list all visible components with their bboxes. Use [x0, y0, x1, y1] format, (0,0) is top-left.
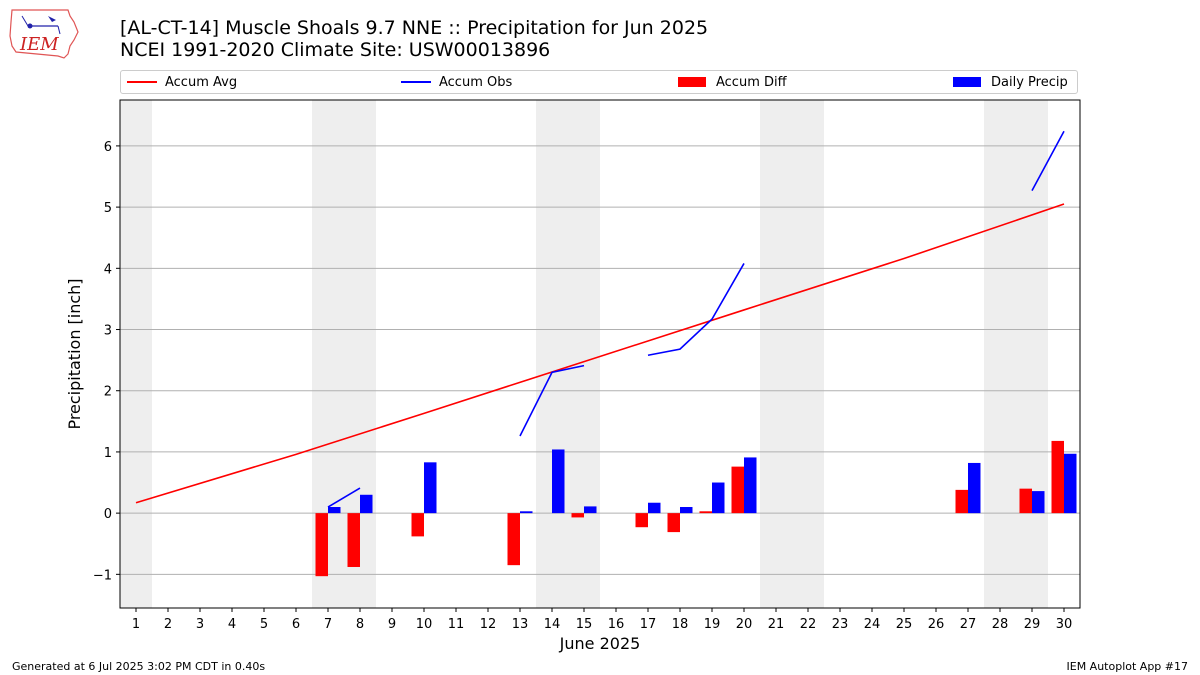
- x-tick-label-10: 10: [416, 617, 433, 632]
- daily-precip-bar-day-17: [648, 502, 661, 514]
- x-tick-label-24: 24: [864, 617, 881, 632]
- x-tick-label-6: 6: [292, 617, 300, 632]
- x-tick-label-26: 26: [928, 617, 945, 632]
- legend-swatch-accum-diff: [678, 77, 706, 87]
- legend-item-daily-precip: Daily Precip: [953, 71, 1068, 93]
- chart-title-block: [AL-CT-14] Muscle Shoals 9.7 NNE :: Prec…: [120, 17, 708, 61]
- y-tick-label-6: 6: [104, 140, 112, 155]
- accum-obs-line-1: [327, 487, 361, 508]
- x-tick-label-2: 2: [164, 617, 172, 632]
- x-tick-label-4: 4: [228, 617, 236, 632]
- accum-diff-bar-day-18: [667, 513, 680, 533]
- x-tick-label-16: 16: [608, 617, 625, 632]
- weekend-shade-day-29: [1016, 100, 1048, 608]
- daily-precip-bar-day-29: [1032, 491, 1045, 514]
- x-axis-label: June 2025: [559, 634, 641, 653]
- x-tick-label-3: 3: [196, 617, 204, 632]
- accum-diff-bar-day-20: [731, 466, 744, 514]
- legend-label-accum-obs: Accum Obs: [439, 74, 513, 90]
- x-tick-label-14: 14: [544, 617, 561, 632]
- accum-diff-bar-day-10: [411, 513, 424, 537]
- weekend-shade-day-15: [568, 100, 600, 608]
- accum-diff-bar-day-15: [571, 513, 584, 518]
- accum-diff-bar-day-13: [507, 513, 520, 566]
- weekend-shade-day-14: [536, 100, 568, 608]
- daily-precip-bar-day-7: [328, 507, 341, 514]
- x-tick-label-22: 22: [800, 617, 817, 632]
- accum-diff-bar-day-29: [1019, 488, 1032, 514]
- daily-precip-bar-day-14: [552, 449, 565, 514]
- daily-precip-bar-day-19: [712, 482, 725, 514]
- legend-label-accum-avg: Accum Avg: [165, 74, 238, 90]
- legend-item-accum-avg: Accum Avg: [127, 71, 237, 93]
- daily-precip-bar-day-8: [360, 494, 373, 514]
- x-tick-label-30: 30: [1056, 617, 1073, 632]
- x-tick-label-7: 7: [324, 617, 332, 632]
- weekend-shade-day-21: [760, 100, 792, 608]
- accum-diff-bar-day-7: [315, 513, 328, 577]
- x-tick-label-13: 13: [512, 617, 529, 632]
- daily-precip-bar-day-10: [424, 462, 437, 514]
- x-tick-label-18: 18: [672, 617, 689, 632]
- chart-subtitle: NCEI 1991-2020 Climate Site: USW00013896: [120, 39, 551, 61]
- x-tick-label-1: 1: [132, 617, 140, 632]
- accum-avg-line: [135, 203, 1065, 504]
- y-axis-label: Precipitation [inch]: [65, 278, 84, 429]
- y-tick-label-0: 0: [104, 507, 112, 522]
- accum-obs-line-4: [1031, 130, 1065, 191]
- x-tick-label-15: 15: [576, 617, 593, 632]
- x-tick-label-23: 23: [832, 617, 849, 632]
- legend-swatch-accum-avg: [127, 81, 157, 83]
- logo-text: IEM: [19, 34, 59, 55]
- accum-obs-line-3: [647, 263, 745, 357]
- legend-item-accum-obs: Accum Obs: [401, 71, 512, 93]
- x-tick-label-5: 5: [260, 617, 268, 632]
- x-tick-label-8: 8: [356, 617, 364, 632]
- legend-label-accum-diff: Accum Diff: [716, 74, 787, 90]
- x-tick-label-29: 29: [1024, 617, 1041, 632]
- y-tick-label-1: 1: [104, 446, 112, 461]
- x-tick-label-21: 21: [768, 617, 785, 632]
- y-tick-label-4: 4: [104, 262, 112, 277]
- daily-precip-bar-day-20: [744, 457, 757, 514]
- x-tick-label-28: 28: [992, 617, 1009, 632]
- x-tick-label-20: 20: [736, 617, 753, 632]
- weekend-shade-day-22: [792, 100, 824, 608]
- daily-precip-bar-day-13: [520, 511, 533, 514]
- weekend-shade-day-1: [120, 100, 152, 608]
- legend-label-daily-precip: Daily Precip: [991, 74, 1068, 90]
- chart-legend: Accum Avg Accum Obs Accum Diff Daily Pre…: [120, 70, 1078, 94]
- y-tick-label--1: −1: [93, 568, 112, 583]
- legend-swatch-accum-obs: [401, 81, 431, 83]
- y-tick-label-3: 3: [104, 324, 112, 339]
- footer-generated: Generated at 6 Jul 2025 3:02 PM CDT in 0…: [12, 660, 266, 673]
- x-tick-label-11: 11: [448, 617, 465, 632]
- legend-swatch-daily-precip: [953, 77, 981, 87]
- x-tick-label-17: 17: [640, 617, 657, 632]
- footer-app: IEM Autoplot App #17: [1066, 660, 1189, 673]
- y-tick-label-5: 5: [104, 201, 112, 216]
- accum-diff-bar-day-8: [347, 513, 360, 567]
- chart-title: [AL-CT-14] Muscle Shoals 9.7 NNE :: Prec…: [120, 17, 709, 39]
- accum-diff-bar-day-17: [635, 513, 648, 528]
- accum-obs-line-2: [519, 364, 585, 437]
- x-tick-label-27: 27: [960, 617, 977, 632]
- daily-precip-bar-day-18: [680, 507, 693, 514]
- y-tick-label-2: 2: [104, 385, 112, 400]
- x-tick-label-12: 12: [480, 617, 497, 632]
- daily-precip-bar-day-30: [1064, 453, 1077, 514]
- daily-precip-bar-day-15: [584, 506, 597, 514]
- iem-logo: IEM: [9, 9, 79, 59]
- x-tick-label-19: 19: [704, 617, 721, 632]
- accum-diff-bar-day-30: [1051, 440, 1064, 514]
- x-tick-label-25: 25: [896, 617, 913, 632]
- daily-precip-bar-day-27: [968, 462, 981, 514]
- accum-diff-bar-day-19: [699, 511, 712, 514]
- x-tick-label-9: 9: [388, 617, 396, 632]
- accum-diff-bar-day-27: [955, 489, 968, 514]
- plot-frame: [119, 99, 1081, 609]
- weekend-shade-day-28: [984, 100, 1016, 608]
- legend-item-accum-diff: Accum Diff: [678, 71, 787, 93]
